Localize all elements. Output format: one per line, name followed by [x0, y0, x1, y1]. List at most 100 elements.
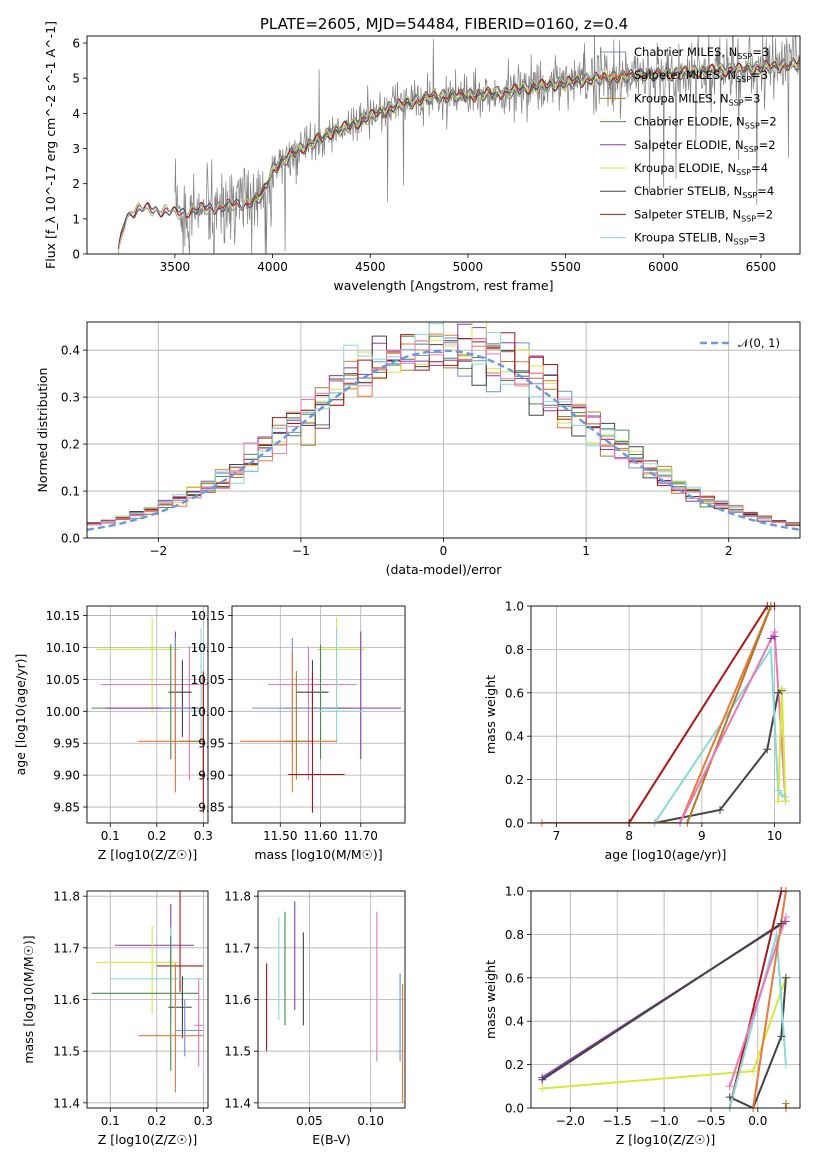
plus-marker: [781, 973, 790, 982]
plus-marker: [749, 1067, 758, 1076]
y-tick-label: 1.0: [505, 885, 524, 899]
plus-marker: [763, 745, 772, 754]
x-tick-label: 9: [698, 829, 706, 843]
mass-weight-line: [541, 922, 782, 1081]
plus-marker: [770, 628, 779, 637]
y-tick-label: 11.6: [224, 993, 251, 1007]
plot-area: [91, 891, 204, 1093]
y-tick-label: 11.5: [53, 1045, 80, 1059]
y-tick-label: 11.4: [53, 1096, 80, 1110]
y-tick-label: 11.5: [224, 1045, 251, 1059]
mass-weight-line: [752, 891, 787, 1108]
x-axis-label: Z [log10(Z/Z☉)]: [98, 847, 198, 862]
plot-area: [91, 617, 208, 813]
model-spectrum: [117, 57, 800, 249]
y-tick-label: 0.3: [61, 391, 80, 405]
x-tick-label: 11.70: [344, 829, 378, 843]
y-axis-label: age [log10(age/yr)]: [13, 654, 28, 776]
y-tick-label: 9.90: [198, 769, 225, 783]
y-axis-label: Flux [f_λ 10^-17 erg cm^-2 s^-1 A^-1]: [43, 21, 58, 269]
x-axis-label: E(B-V): [312, 1132, 351, 1147]
x-tick-label: 5000: [453, 260, 484, 274]
y-tick-label: 0.8: [505, 643, 524, 657]
plus-marker: [781, 797, 790, 806]
y-tick-label: 10.05: [46, 673, 80, 687]
plus-marker: [716, 805, 725, 814]
y-tick-label: 0.4: [505, 1015, 524, 1029]
x-tick-label: −1: [292, 544, 310, 558]
x-tick-label: 4500: [355, 260, 386, 274]
plot-area: [87, 322, 800, 531]
y-tick-label: 0.4: [505, 730, 524, 744]
y-tick-label: 5: [72, 72, 80, 86]
x-tick-label: 0.0: [748, 1114, 767, 1128]
plot-area: [266, 901, 404, 1103]
x-tick-label: 7: [553, 829, 561, 843]
y-tick-label: 10.05: [191, 673, 225, 687]
y-tick-label: 0.6: [505, 686, 524, 700]
age-vs-mass-panel: 11.50 11.60 11.70 9.85 9.90 9.95 10.00 10.05 10.…: [191, 605, 406, 862]
mass-vs-extinction-panel: 0.05 0.10 11.4 11.5 11.6 11.7 11.8 E(B-V): [224, 890, 406, 1147]
legend-entry: 𝒩(0, 1): [738, 336, 780, 350]
y-tick-label: 10.10: [191, 641, 225, 655]
x-tick-label: 0.1: [101, 829, 120, 843]
y-tick-label: 11.6: [53, 993, 80, 1007]
y-tick-label: 1.0: [505, 600, 524, 614]
figure-title: PLATE=2605, MJD=54484, FIBERID=0160, z=0…: [260, 15, 628, 33]
y-tick-label: 10.00: [191, 705, 225, 719]
mass-weight-line: [628, 606, 775, 823]
y-tick-label: 10.00: [46, 705, 80, 719]
plus-marker: [774, 786, 783, 795]
x-tick-label: 0.3: [194, 1114, 213, 1128]
mass-weight-line: [629, 689, 783, 823]
y-tick-label: 9.85: [198, 801, 225, 815]
x-tick-label: 6000: [648, 260, 679, 274]
mass-weight-line: [729, 977, 787, 1108]
x-tick-label: −2: [149, 544, 167, 558]
y-axis-label: mass weight: [483, 675, 498, 754]
axes-frame: [530, 890, 801, 1109]
x-axis-label: mass [log10(M/M☉)]: [254, 847, 382, 862]
axes-frame: [86, 605, 209, 824]
x-tick-label: 0.05: [296, 1114, 323, 1128]
x-tick-label: 4000: [257, 260, 288, 274]
y-tick-label: 0.2: [505, 1058, 524, 1072]
y-tick-label: 9.95: [198, 737, 225, 751]
model-spectrum: [117, 58, 800, 253]
x-tick-label: 11.60: [303, 829, 337, 843]
x-axis-label: wavelength [Angstrom, rest frame]: [333, 278, 553, 293]
x-tick-label: 2: [725, 544, 733, 558]
y-tick-label: 0: [72, 248, 80, 262]
y-tick-label: 9.90: [53, 769, 80, 783]
y-tick-label: 11.7: [53, 941, 80, 955]
x-tick-label: 0: [440, 544, 448, 558]
mass-weight-line: [686, 606, 772, 823]
model-spectrum: [252, 60, 800, 204]
x-tick-label: 0.2: [147, 1114, 166, 1128]
y-tick-label: 9.95: [53, 737, 80, 751]
axes-frame: [257, 890, 406, 1109]
y-tick-label: 4: [72, 107, 80, 121]
y-axis-label: mass [log10(M/M☉)]: [21, 935, 36, 1063]
plot-area: [240, 617, 401, 813]
y-tick-label: 0.8: [505, 928, 524, 942]
spectrum-panel: 3500 4000 4500 5000 5500 6000 6500 0 1 2 3 4 5 6 wavel…: [43, 21, 801, 293]
plot-area: [541, 606, 787, 823]
mass-weight-vs-metallicity-panel: −2.0 −1.5 −1.0 −0.5 0.0 0.0 0.2 0.4 0.6 0.8 1.0 Z […: [483, 885, 801, 1147]
y-tick-label: 0.0: [505, 817, 524, 831]
mass-weight-line: [728, 916, 787, 1087]
axes-frame: [86, 321, 801, 539]
plus-marker: [774, 797, 783, 806]
y-tick-label: 0.0: [61, 532, 80, 546]
y-tick-label: 10.15: [191, 609, 225, 623]
y-tick-label: 9.85: [53, 801, 80, 815]
x-tick-label: 8: [625, 829, 633, 843]
y-tick-label: 0.2: [61, 438, 80, 452]
plus-marker: [777, 919, 786, 928]
y-tick-label: 10.15: [46, 609, 80, 623]
y-tick-label: 11.8: [224, 890, 251, 904]
y-tick-label: 0.6: [505, 971, 524, 985]
plus-marker: [538, 1084, 547, 1093]
legend-entry: Kroupa MILES, NSSP=3: [634, 91, 760, 107]
x-tick-label: 10: [767, 829, 782, 843]
